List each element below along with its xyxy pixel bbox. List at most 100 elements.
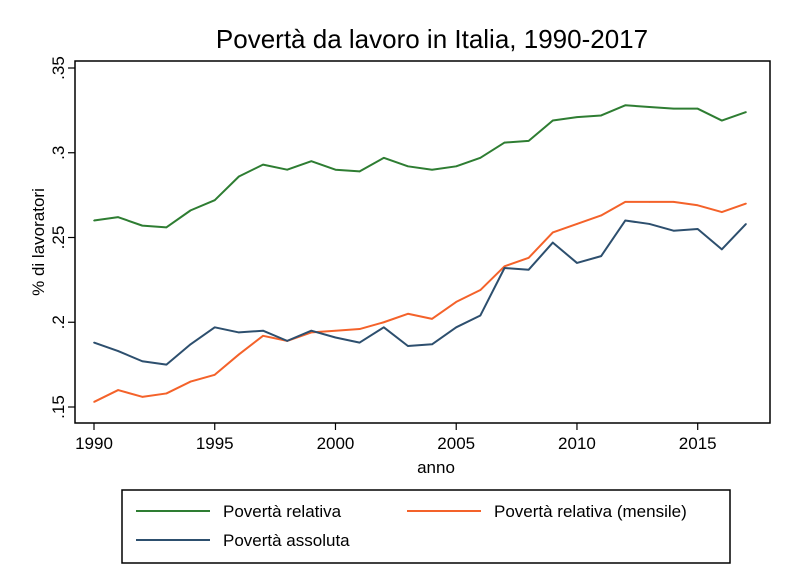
y-axis-label: % di lavoratori — [29, 188, 48, 296]
series-2-point — [721, 248, 723, 251]
y-tick-label: .2 — [49, 315, 68, 329]
series-0-point — [672, 107, 675, 110]
series-0-point — [141, 224, 144, 227]
series-1-point — [503, 265, 506, 268]
series-1-point — [552, 231, 554, 234]
series-0-point — [334, 168, 337, 171]
series-1-point — [455, 301, 458, 303]
series-1-point — [334, 329, 337, 332]
series-0-point — [624, 104, 627, 107]
series-2-point — [624, 219, 627, 222]
series-0-point — [213, 199, 216, 202]
series-0-point — [382, 157, 385, 159]
series-1-point — [696, 204, 699, 207]
y-axis: .15 .2 .25 .3 .35 — [49, 56, 75, 419]
series-0-point — [407, 165, 409, 168]
series-0-point — [117, 216, 119, 218]
y-tick-label: .25 — [49, 226, 68, 250]
series-2-point — [648, 223, 651, 225]
series-0-point — [431, 168, 433, 171]
series-1-point — [431, 318, 433, 320]
series-1-point — [141, 396, 144, 398]
series-2-point — [431, 343, 433, 346]
series-1-point — [382, 321, 385, 324]
x-tick-label: 2015 — [679, 434, 717, 453]
series-2-point — [310, 329, 313, 332]
series-2-point — [286, 340, 288, 342]
series-2-point — [552, 241, 554, 244]
series-1-point — [648, 201, 651, 203]
series-1-point — [93, 401, 95, 403]
series-0-point — [503, 141, 506, 144]
series-0-point — [262, 163, 264, 166]
plot-frame — [74, 60, 771, 424]
series-2-point — [382, 326, 385, 329]
series-0-point — [286, 168, 288, 171]
x-axis: 1990 1995 2000 2005 2010 2015 — [75, 423, 717, 453]
series-2-point — [141, 360, 144, 363]
series-2-point — [479, 314, 482, 317]
series-1-point — [721, 211, 723, 213]
series-line-1 — [93, 200, 747, 403]
series-line-2 — [93, 219, 747, 366]
series-2-point — [527, 268, 530, 271]
series-0-point — [696, 107, 699, 110]
series-1-point — [576, 223, 578, 225]
series-1-point — [672, 201, 675, 203]
series-0-point — [721, 119, 723, 122]
series-0-point — [189, 209, 192, 212]
series-2-point — [503, 267, 506, 269]
x-axis-label: anno — [417, 458, 455, 477]
series-1-point — [189, 380, 192, 383]
series-1-point — [624, 201, 627, 203]
series-lines — [93, 104, 747, 403]
chart-title: Povertà da lavoro in Italia, 1990-2017 — [216, 24, 648, 54]
series-0-point — [479, 157, 482, 159]
y-tick-label: .15 — [49, 395, 68, 419]
series-2-point — [407, 345, 409, 347]
series-1-point — [407, 312, 409, 315]
series-2-point — [93, 341, 95, 344]
legend-label-2: Povertà assoluta — [223, 531, 350, 550]
series-1-point — [479, 289, 482, 291]
legend-label-0: Povertà relativa — [223, 502, 342, 521]
series-0-point — [238, 175, 240, 178]
x-tick-label: 2010 — [558, 434, 596, 453]
series-2-point — [213, 326, 216, 329]
x-tick-label: 2005 — [437, 434, 475, 453]
series-2-point — [189, 343, 192, 346]
series-1-point — [358, 328, 361, 330]
series-0-point — [576, 116, 578, 118]
series-2-point — [262, 329, 264, 332]
series-2-point — [238, 331, 240, 334]
x-tick-label: 1990 — [75, 434, 113, 453]
series-1-point — [745, 202, 747, 205]
series-0-point — [527, 140, 530, 142]
series-2-point — [696, 228, 699, 230]
series-2-point — [745, 223, 747, 225]
y-tick-label: .3 — [49, 146, 68, 160]
series-1-point — [117, 389, 119, 391]
series-1-point — [262, 335, 264, 337]
y-tick-label: .35 — [49, 56, 68, 80]
series-1-point — [165, 392, 168, 395]
series-1-point — [238, 353, 240, 356]
series-1-point — [600, 214, 602, 217]
series-2-point — [165, 363, 168, 366]
x-tick-label: 2000 — [317, 434, 355, 453]
series-2-point — [600, 255, 602, 257]
series-0-point — [648, 106, 651, 108]
series-1-point — [527, 257, 530, 259]
series-0-point — [310, 160, 313, 163]
series-0-point — [745, 111, 747, 113]
legend-label-1: Povertà relativa (mensile) — [494, 502, 687, 521]
series-2-point — [576, 262, 578, 264]
series-0-point — [600, 114, 602, 117]
series-2-point — [358, 341, 361, 344]
series-0-point — [93, 219, 95, 222]
series-2-point — [455, 326, 458, 329]
series-2-point — [117, 350, 119, 352]
series-1-point — [310, 331, 313, 334]
legend-box — [121, 489, 731, 564]
